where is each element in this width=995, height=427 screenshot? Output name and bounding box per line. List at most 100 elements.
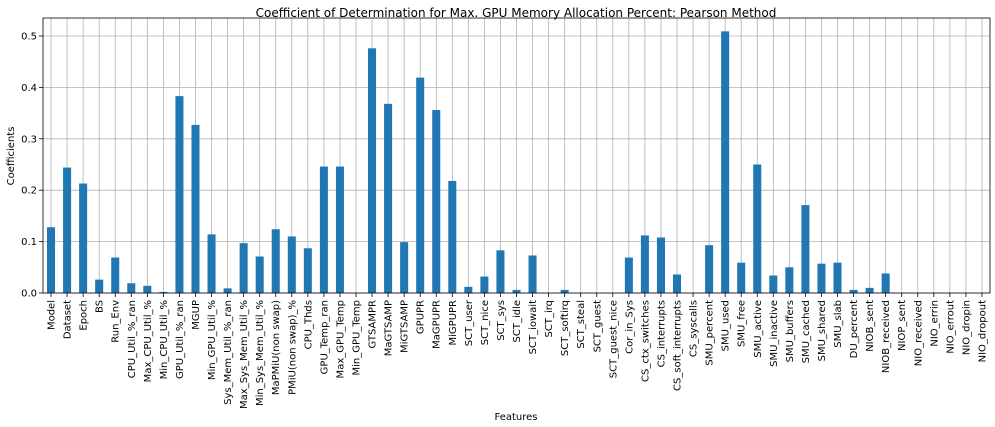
bar	[448, 180, 457, 293]
bar	[63, 167, 72, 293]
grid-lines	[43, 18, 990, 294]
bar	[368, 48, 377, 293]
bar	[737, 262, 746, 293]
x-tick-label: Min_GPU_Util_%	[207, 300, 218, 380]
bar	[865, 287, 874, 293]
x-tick-label: CPU_Thds	[303, 300, 314, 349]
x-tick-label: GPU_Util_%_ran	[175, 300, 186, 379]
bar	[127, 283, 136, 293]
bar	[881, 273, 890, 293]
x-tick-label: NIOB_sent	[865, 300, 876, 352]
x-tick-label: SMU_active	[753, 300, 764, 358]
bar	[672, 274, 682, 293]
x-tick-label: SCT_user	[464, 299, 475, 346]
y-tick-label: 0.1	[21, 237, 37, 248]
bar	[849, 289, 858, 293]
x-tick-label: Min_CPU_Util_%	[159, 300, 170, 379]
x-tick-label: SCT_guest	[592, 300, 603, 352]
x-tick-label: CPU_Util_%_ran	[127, 300, 138, 378]
bar	[143, 285, 152, 293]
bar	[111, 257, 120, 293]
chart-title: Coefficient of Determination for Max. GP…	[256, 6, 777, 20]
x-tick-label: SMU_inactive	[769, 300, 780, 367]
x-tick-label: MaGPUPR	[432, 300, 443, 349]
bar	[287, 236, 296, 293]
x-tick-label: CS_soft_interrupts	[673, 300, 684, 391]
bar	[801, 205, 810, 293]
bar	[335, 166, 344, 293]
y-tick-label: 0.3	[21, 134, 37, 145]
x-tick-label: Min_Sys_Mem_Util_%	[255, 300, 266, 406]
x-tick-label: CS_syscalls	[689, 300, 700, 357]
x-tick-label: Min_GPU_Temp	[351, 300, 362, 376]
x-tick-label: GTSAMPR	[368, 300, 379, 349]
x-tick-label: MaGTSAMP	[384, 300, 395, 356]
x-tick-label: SMU_buffers	[785, 300, 796, 362]
bar	[833, 262, 842, 293]
x-tick-label: NIO_dropout	[977, 300, 988, 362]
x-tick-label: CS_interrupts	[656, 300, 667, 367]
x-axis-ticks: Model Dataset Epoch BS Run_Env CPU_Util_%_ran…	[47, 293, 988, 409]
x-tick-label: NIOB_received	[881, 300, 892, 373]
bar	[496, 250, 505, 293]
bar	[255, 256, 264, 293]
bar	[817, 263, 826, 293]
x-tick-label: BS	[95, 300, 106, 313]
bar	[528, 255, 537, 293]
x-tick-label: MiGPUPR	[448, 300, 459, 346]
x-tick-label: Run_Env	[111, 300, 122, 343]
bar	[400, 242, 409, 293]
x-tick-label: SMU_cached	[801, 300, 812, 363]
bar	[705, 245, 714, 293]
x-tick-label: MGUP	[191, 300, 202, 330]
x-tick-label: SCT_nice	[480, 300, 491, 345]
bar	[319, 166, 328, 293]
x-tick-label: GPUPR	[416, 300, 427, 334]
y-tick-label: 0.2	[21, 186, 37, 197]
x-tick-label: SCT_iowait	[528, 300, 539, 354]
bar	[785, 267, 794, 293]
bar	[640, 235, 649, 293]
x-tick-label: Epoch	[79, 300, 90, 331]
bar	[159, 291, 168, 293]
x-tick-label: Max_CPU_Util_%	[143, 300, 154, 382]
bar	[624, 257, 633, 293]
y-tick-label: 0.4	[21, 83, 37, 94]
bar	[480, 276, 489, 293]
bar	[191, 124, 200, 293]
bar	[239, 243, 248, 293]
x-tick-label: SCT_sys	[496, 300, 507, 341]
x-tick-label: MaPMiU(non swap)	[271, 300, 282, 395]
bar	[271, 229, 280, 293]
x-tick-label: SCT_softirq	[560, 300, 571, 356]
bar	[223, 288, 232, 293]
x-tick-label: NIO_errout	[945, 300, 956, 354]
x-tick-label: NIO_errin	[929, 300, 940, 347]
bar	[175, 96, 184, 293]
x-tick-label: SCT_guest_nice	[608, 300, 619, 378]
x-tick-label: NIO_received	[913, 300, 924, 366]
bar	[416, 77, 425, 294]
bar	[384, 103, 393, 293]
x-tick-label: SMU_percent	[705, 300, 716, 366]
bar	[303, 248, 312, 293]
x-tick-label: SCT_idle	[512, 300, 523, 343]
x-tick-label: CS_ctx_switches	[640, 300, 651, 382]
x-tick-label: DU_percent	[849, 300, 860, 358]
bar	[721, 31, 730, 293]
x-tick-label: Dataset	[63, 300, 74, 339]
x-tick-label: PMiU(non swap)_%	[287, 300, 298, 395]
bar	[432, 110, 441, 294]
x-tick-label: GPU_Temp_ran	[319, 300, 330, 374]
bar	[656, 237, 665, 293]
bar	[512, 289, 521, 293]
bar	[464, 286, 473, 293]
x-tick-label: Model	[47, 300, 58, 330]
x-tick-label: Max_Sys_Mem_Util_%	[239, 300, 250, 409]
x-tick-label: NIO_dropin	[961, 300, 972, 355]
x-tick-label: Sys_Mem_Util_%_ran	[223, 300, 234, 405]
x-tick-label: SCT_irq	[544, 300, 555, 338]
x-tick-label: Cor_in_Sys	[624, 300, 635, 354]
bar	[769, 275, 778, 293]
bar	[79, 183, 88, 293]
